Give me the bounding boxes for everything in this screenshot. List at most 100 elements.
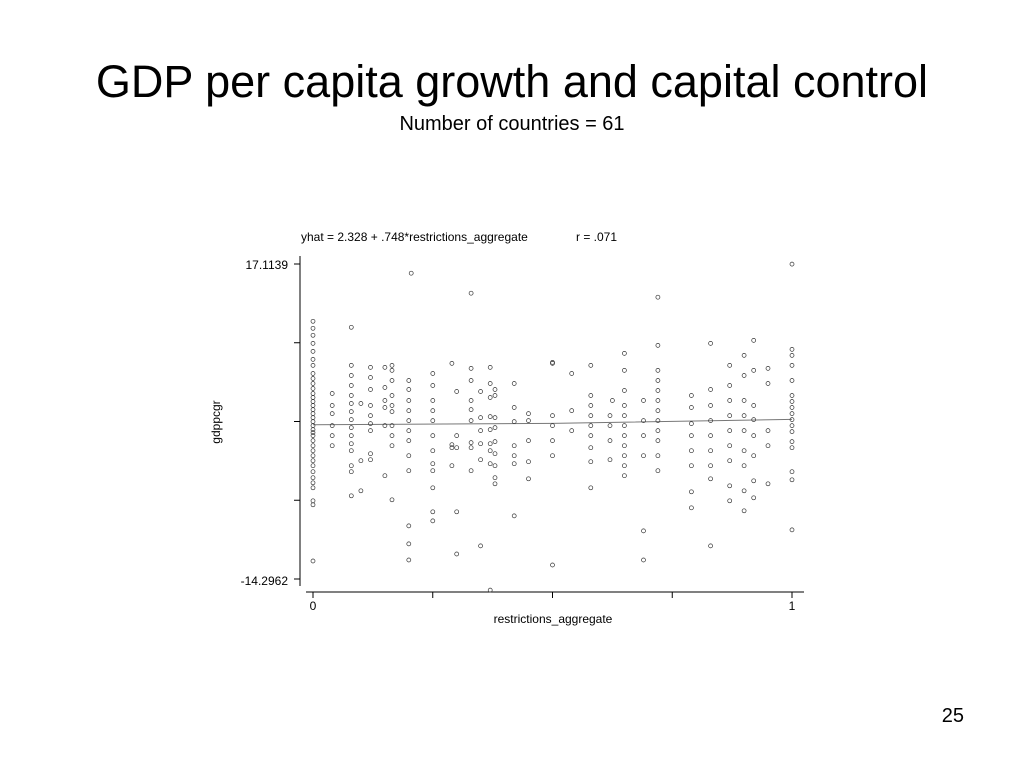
data-point	[511, 443, 517, 449]
data-point	[641, 433, 646, 438]
data-point	[789, 445, 795, 451]
data-point	[622, 433, 627, 438]
data-point	[622, 413, 627, 418]
data-point	[389, 443, 395, 449]
data-point	[310, 318, 316, 324]
data-point	[588, 459, 594, 465]
data-point	[741, 488, 747, 494]
data-point	[727, 443, 733, 449]
data-point	[478, 457, 483, 463]
data-point	[406, 453, 412, 459]
data-point	[789, 469, 795, 475]
data-point	[487, 461, 493, 467]
data-point	[526, 438, 531, 443]
data-point	[789, 423, 795, 428]
data-point	[588, 413, 594, 418]
data-point	[406, 378, 412, 383]
data-point	[310, 411, 316, 416]
data-point	[389, 363, 395, 368]
data-point	[310, 341, 316, 346]
data-point	[329, 433, 335, 438]
data-point	[622, 351, 627, 356]
data-point	[430, 418, 436, 423]
data-point	[751, 368, 757, 373]
data-point	[708, 418, 713, 423]
data-point	[622, 403, 627, 408]
data-point	[789, 363, 795, 368]
data-point	[492, 481, 498, 487]
data-point	[789, 417, 795, 422]
data-point	[310, 419, 316, 424]
data-point	[511, 461, 517, 467]
data-point	[622, 473, 627, 479]
data-point	[368, 365, 373, 370]
data-point	[389, 378, 395, 383]
data-point	[607, 438, 613, 443]
data-point	[358, 488, 364, 494]
data-point	[655, 468, 661, 474]
data-point	[487, 587, 493, 593]
data-point	[789, 261, 795, 267]
data-point	[708, 341, 713, 346]
data-point	[310, 349, 316, 354]
y-tick-label-top: 17.1139	[246, 258, 289, 272]
data-point	[310, 458, 316, 464]
data-point	[511, 513, 517, 519]
data-point	[622, 443, 627, 449]
data-point	[492, 387, 498, 392]
data-point	[449, 463, 455, 469]
data-point	[641, 528, 646, 534]
data-point	[569, 428, 575, 433]
data-point	[588, 423, 594, 428]
data-point	[310, 558, 316, 564]
data-point	[741, 508, 747, 514]
data-point	[751, 338, 757, 343]
data-point	[310, 498, 316, 504]
data-point	[689, 421, 694, 426]
data-point	[655, 368, 661, 373]
data-point	[478, 415, 483, 420]
data-point	[310, 427, 316, 432]
data-point	[622, 463, 627, 469]
data-point	[468, 366, 474, 371]
data-point	[382, 473, 388, 479]
data-point	[588, 393, 594, 398]
chart-equation: yhat = 2.328 + .748*restrictions_aggrega…	[301, 230, 528, 244]
data-point	[406, 387, 412, 392]
data-point	[751, 453, 757, 459]
data-point	[368, 428, 373, 433]
data-point	[751, 403, 757, 408]
data-point	[765, 481, 771, 487]
data-point	[406, 438, 412, 443]
data-point	[449, 445, 455, 451]
data-point	[550, 423, 555, 428]
data-point	[468, 407, 474, 412]
data-point	[550, 453, 555, 459]
data-point	[406, 418, 412, 423]
data-point	[478, 428, 483, 433]
data-point	[492, 439, 498, 444]
data-point	[727, 498, 733, 504]
data-point	[655, 438, 661, 443]
x-axis-label: restrictions_aggregate	[494, 612, 613, 626]
data-point	[310, 399, 316, 404]
data-point	[310, 332, 316, 338]
data-point	[550, 438, 555, 443]
data-point	[487, 448, 493, 454]
data-point	[348, 433, 354, 438]
data-point	[622, 423, 627, 428]
y-axis-label: gdppcgr	[209, 400, 223, 443]
data-point	[569, 408, 575, 413]
data-point	[368, 375, 373, 380]
data-point	[789, 399, 795, 404]
data-point	[741, 463, 747, 469]
data-point	[389, 409, 395, 414]
data-point	[348, 425, 354, 430]
data-point	[430, 461, 436, 467]
data-point	[741, 353, 747, 358]
data-point	[569, 371, 575, 376]
data-point	[368, 403, 373, 408]
data-point	[468, 418, 474, 423]
data-point	[430, 518, 436, 524]
